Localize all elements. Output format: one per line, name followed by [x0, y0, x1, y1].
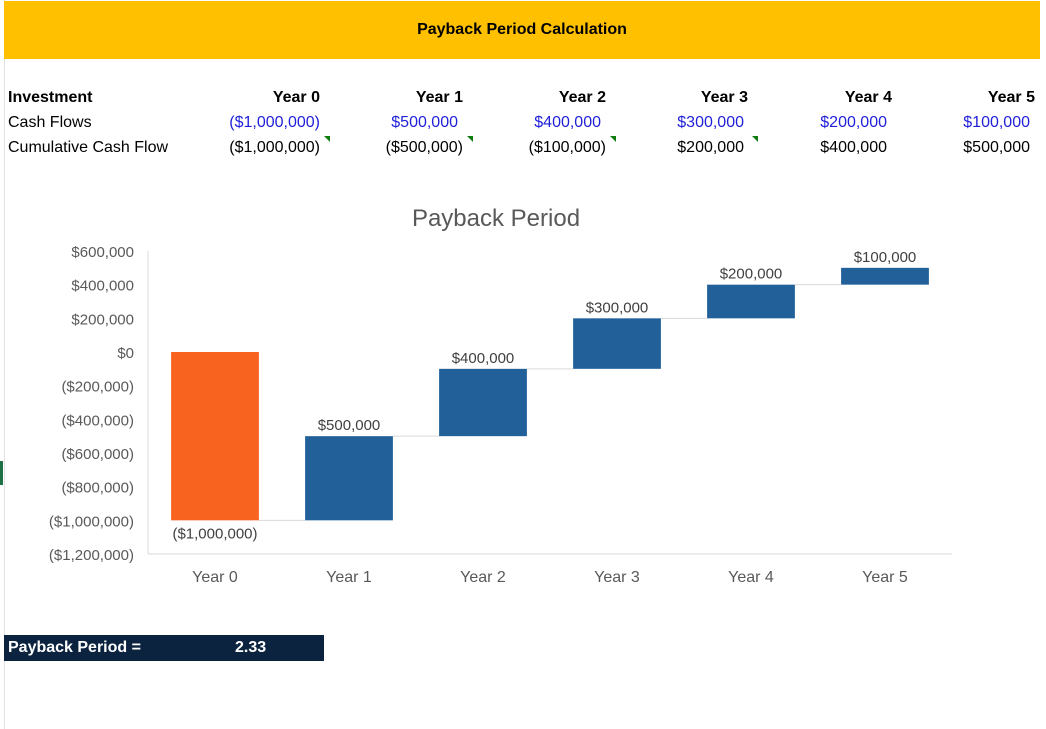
cumulative-cell[interactable]: $400,000: [820, 139, 887, 156]
payback-label: Payback Period =: [8, 639, 141, 656]
sheet-row-gutter: [0, 0, 5, 729]
cash-flow-cell[interactable]: $100,000: [963, 114, 1030, 131]
cumulative-cell[interactable]: $500,000: [963, 139, 1030, 156]
formula-warning-icon: [610, 136, 616, 142]
title-text: Payback Period Calculation: [417, 21, 627, 38]
bar: [573, 318, 661, 369]
y-tick-label: ($600,000): [61, 446, 134, 463]
y-tick-label: ($400,000): [61, 412, 134, 429]
data-label: $100,000: [854, 249, 917, 266]
cash-flow-cell[interactable]: ($1,000,000): [229, 114, 320, 131]
y-tick-label: $600,000: [71, 244, 134, 261]
year-header[interactable]: Year 3: [700, 89, 748, 106]
bar: [305, 436, 393, 521]
year-header[interactable]: Year 2: [558, 89, 606, 106]
payback-result[interactable]: Payback Period = 2.33: [4, 635, 324, 661]
y-tick-label: ($200,000): [61, 379, 134, 396]
cash-flow-cell[interactable]: $200,000: [820, 114, 887, 131]
cash-flow-cell[interactable]: $400,000: [534, 114, 601, 131]
bar: [439, 368, 527, 437]
y-tick-label: ($1,200,000): [49, 547, 134, 564]
cumulative-cell[interactable]: $200,000: [677, 139, 744, 156]
table-header-row: Investment Year 0 Year 1 Year 2 Year 3 Y…: [8, 86, 1040, 111]
year-header[interactable]: Year 0: [272, 89, 320, 106]
y-axis: $600,000 $400,000 $200,000 $0 ($200,000) ($40…: [49, 244, 149, 564]
data-label: $200,000: [720, 266, 783, 283]
x-tick-label: Year 5: [862, 569, 908, 586]
data-label: $400,000: [452, 350, 515, 367]
investment-label[interactable]: Investment: [8, 89, 93, 106]
cumulative-label[interactable]: Cumulative Cash Flow: [8, 139, 169, 156]
formula-warning-icon: [752, 136, 758, 142]
bar: [707, 284, 795, 319]
x-tick-label: Year 4: [728, 569, 774, 586]
cash-flow-table: Investment Year 0 Year 1 Year 2 Year 3 Y…: [8, 86, 1040, 161]
cumulative-cell[interactable]: ($1,000,000): [229, 139, 320, 156]
cash-flows-label[interactable]: Cash Flows: [8, 114, 92, 131]
y-tick-label: $200,000: [71, 311, 134, 328]
data-labels: ($1,000,000) $500,000 $400,000 $300,000 $200…: [172, 249, 916, 542]
x-axis: Year 0 Year 1 Year 2 Year 3 Year 4 Year 5: [148, 553, 952, 586]
data-label: $500,000: [318, 417, 381, 434]
chart-title: Payback Period: [412, 205, 580, 232]
x-tick-label: Year 3: [594, 569, 640, 586]
cash-flows-row: Cash Flows ($1,000,000) $500,000 $400,00…: [8, 111, 1040, 136]
bar: [841, 267, 929, 285]
bar-series: [171, 267, 929, 521]
cumulative-row: Cumulative Cash Flow ($1,000,000) ($500,…: [8, 136, 1040, 161]
data-label: ($1,000,000): [172, 525, 257, 542]
cash-flow-cell[interactable]: $500,000: [391, 114, 458, 131]
year-header[interactable]: Year 5: [987, 89, 1035, 106]
payback-value: 2.33: [235, 639, 267, 656]
page-title[interactable]: Payback Period Calculation: [4, 1, 1040, 59]
connector-lines: [258, 284, 842, 521]
bar: [171, 352, 259, 521]
y-tick-label: $400,000: [71, 278, 134, 295]
formula-warning-icon: [324, 136, 330, 142]
y-tick-label: ($1,000,000): [49, 513, 134, 530]
x-tick-label: Year 2: [460, 569, 506, 586]
y-tick-label: $0: [117, 345, 134, 362]
x-tick-label: Year 1: [326, 569, 372, 586]
cumulative-cell[interactable]: ($500,000): [385, 139, 463, 156]
data-label: $300,000: [586, 299, 649, 316]
payback-waterfall-chart[interactable]: Payback Period $600,000$400,000$200,000$…: [0, 190, 1046, 600]
year-header[interactable]: Year 4: [844, 89, 892, 106]
cash-flow-cell[interactable]: $300,000: [677, 114, 744, 131]
cumulative-cell[interactable]: ($100,000): [528, 139, 606, 156]
selected-cell-marker: [0, 461, 3, 485]
x-tick-label: Year 0: [192, 569, 238, 586]
year-header[interactable]: Year 1: [415, 89, 463, 106]
y-tick-label: ($800,000): [61, 480, 134, 497]
formula-warning-icon: [467, 136, 473, 142]
